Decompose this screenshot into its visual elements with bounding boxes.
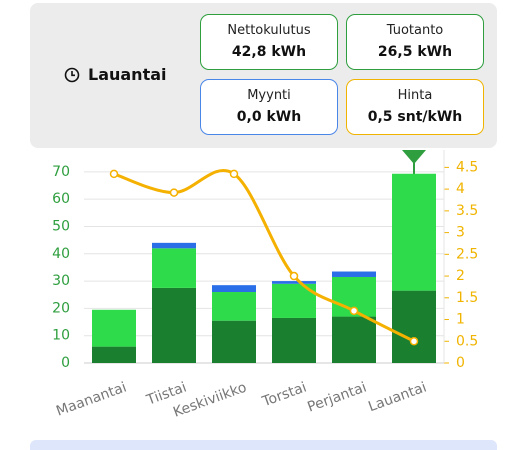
y2-tick-label: 4.5 (456, 159, 478, 175)
day-label: Lauantai (64, 65, 167, 84)
y2-tick-label: 0 (456, 355, 465, 371)
y2-tick-label: 1.5 (456, 290, 478, 306)
x-tick-label: Perjantai (305, 379, 368, 415)
summary-panel: Lauantai Nettokulutus 42,8 kWh Tuotanto 26,… (30, 3, 497, 148)
stat-card: Myynti 0,0 kWh (200, 79, 338, 135)
bar-segment (392, 173, 436, 291)
clock-icon (64, 67, 80, 82)
y2-tick-label: 4 (456, 181, 465, 197)
price-point (349, 306, 359, 316)
y-tick-label: 0 (61, 355, 70, 371)
card-value: 42,8 kWh (231, 44, 307, 60)
card-value: 0,0 kWh (236, 109, 302, 125)
stat-card: Tuotanto 26,5 kWh (346, 14, 484, 70)
y2-tick-label: 3 (456, 225, 465, 241)
bar-segment (392, 290, 436, 363)
bar-segment (152, 287, 196, 363)
y-tick-label: 20 (52, 300, 70, 316)
y-tick-label: 50 (52, 218, 70, 234)
y-tick-label: 40 (52, 246, 70, 262)
card-label: Myynti (247, 88, 291, 103)
bar-segment (332, 271, 376, 277)
chart: 0 10 20 30 40 50 60 70 0 0.5 1 1.5 2 2.5 3 3.5 4 4.5 Maana… (52, 150, 478, 421)
card-label: Nettokulutus (227, 23, 311, 38)
stat-card: Hinta 0,5 snt/kWh (346, 79, 484, 135)
day-text: Lauantai (88, 65, 167, 84)
bar-segment (272, 317, 316, 363)
card-label: Tuotanto (386, 23, 444, 38)
y-tick-label: 30 (52, 273, 70, 289)
stat-card: Nettokulutus 42,8 kWh (200, 14, 338, 70)
bar-segment (92, 346, 136, 363)
bar-segment (152, 248, 196, 288)
y-tick-label: 10 (52, 328, 70, 344)
x-tick-label: Torstai (259, 379, 308, 410)
y2-tick-label: 3.5 (456, 203, 478, 219)
bar-segment (212, 320, 256, 363)
price-point (289, 271, 299, 281)
bar-segment (92, 309, 136, 347)
y2-tick-label: 0.5 (456, 333, 478, 349)
card-label: Hinta (397, 88, 433, 103)
x-tick-label: Maanantai (54, 379, 129, 419)
bar-segment (332, 316, 376, 363)
x-tick-label: Lauantai (366, 379, 428, 415)
card-value: 0,5 snt/kWh (367, 109, 463, 125)
y2-tick-label: 2 (456, 268, 465, 284)
selection-marker (402, 150, 426, 164)
bar-segment (152, 242, 196, 249)
y-tick-label: 70 (52, 164, 70, 180)
y-tick-label: 60 (52, 191, 70, 207)
price-point (229, 169, 239, 179)
bar-segment (272, 281, 316, 284)
bar-segment (212, 285, 256, 292)
price-point (409, 337, 419, 346)
bottom-strip (30, 440, 497, 450)
price-point (109, 169, 119, 179)
price-point (169, 188, 179, 197)
y2-tick-label: 2.5 (456, 246, 478, 262)
card-value: 26,5 kWh (377, 44, 453, 60)
y2-tick-label: 1 (456, 312, 465, 328)
bar-segment (212, 292, 256, 321)
